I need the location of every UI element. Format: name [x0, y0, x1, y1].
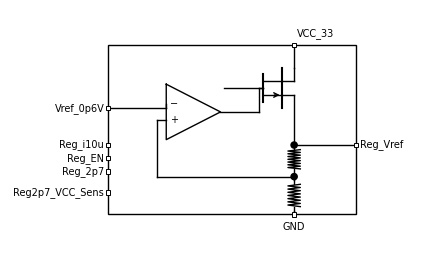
Text: VCC_33: VCC_33: [297, 28, 334, 39]
Text: Reg_2p7: Reg_2p7: [62, 166, 104, 177]
Bar: [291, 212, 296, 217]
Text: GND: GND: [282, 222, 305, 232]
Text: Reg2p7_VCC_Sens: Reg2p7_VCC_Sens: [13, 187, 104, 198]
Text: Vref_0p6V: Vref_0p6V: [54, 103, 104, 113]
Bar: [105, 190, 110, 195]
Text: Reg_i10u: Reg_i10u: [59, 140, 104, 150]
Bar: [353, 143, 358, 147]
Bar: [105, 143, 110, 147]
Text: −: −: [169, 99, 178, 109]
Bar: [105, 169, 110, 174]
Text: Reg_Vref: Reg_Vref: [359, 140, 402, 150]
Circle shape: [290, 142, 297, 148]
Bar: [105, 156, 110, 160]
Text: +: +: [169, 115, 178, 125]
Bar: [291, 43, 296, 47]
Bar: [105, 106, 110, 110]
Text: Reg_EN: Reg_EN: [67, 153, 104, 164]
Circle shape: [290, 174, 297, 180]
Bar: [108, 45, 355, 214]
